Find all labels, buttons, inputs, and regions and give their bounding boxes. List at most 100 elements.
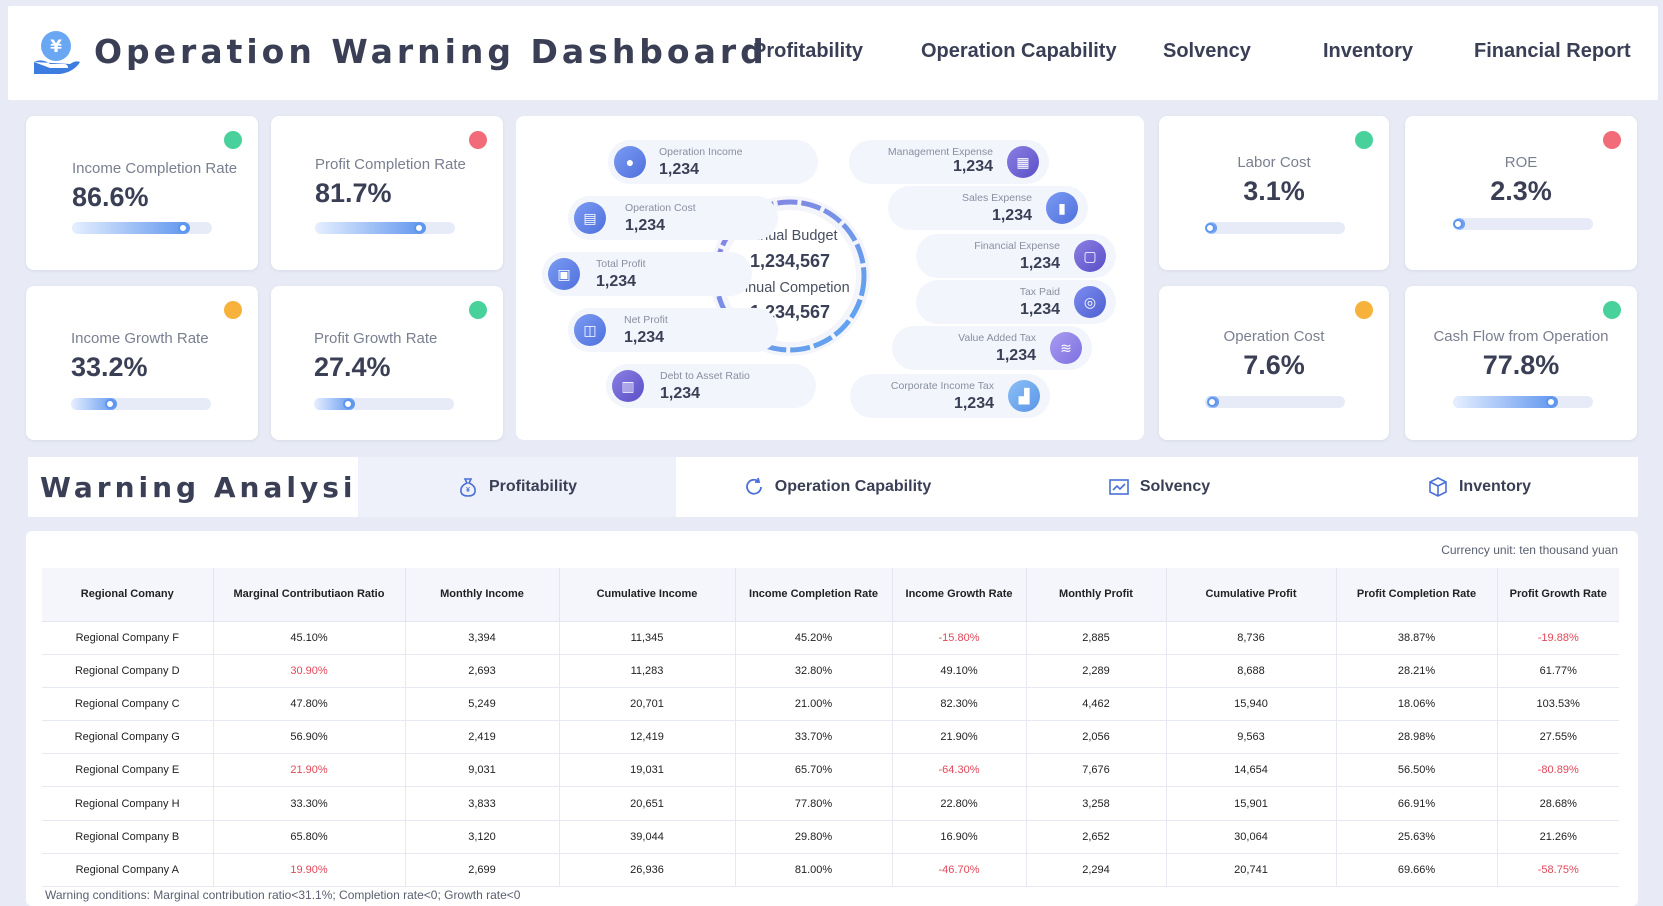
- nav-solvency[interactable]: Solvency: [1163, 40, 1251, 62]
- table-cell: -58.75%: [1497, 853, 1619, 888]
- metric-value: 1,234: [596, 273, 637, 290]
- table-cell: 9,031: [405, 753, 560, 788]
- table-cell: 22.80%: [892, 786, 1027, 821]
- metric-operation-income: ● Operation Income 1,234: [608, 140, 818, 184]
- table-cell: 2,289: [1026, 654, 1167, 688]
- tab-solvency[interactable]: Solvency: [1000, 457, 1318, 517]
- table-cell: -80.89%: [1497, 753, 1619, 788]
- kpi-card-profit-growth-rate: Profit Growth Rate 27.4%: [271, 286, 503, 440]
- metric-value: 1,234: [1019, 255, 1060, 272]
- nav-profitability[interactable]: Profitability: [753, 40, 864, 62]
- kpi-label: Income Completion Rate: [72, 160, 238, 177]
- yuan-hand-logo-icon: ¥: [30, 28, 82, 78]
- column-header: Monthly Income: [405, 568, 560, 622]
- table-cell: 20,741: [1166, 853, 1337, 888]
- kpi-value: 2.3%: [1490, 176, 1552, 206]
- table-cell: 8,688: [1166, 654, 1337, 688]
- column-header: Monthly Profit: [1026, 568, 1167, 622]
- metric-value: 1,234: [991, 207, 1032, 224]
- table-cell: 8,736: [1166, 621, 1337, 655]
- column-header: Income Growth Rate: [892, 568, 1027, 622]
- metric-value: 1,234: [660, 385, 701, 402]
- warning-analysis-bar: Warning Analysis ¥ Profitability Operati…: [28, 457, 1638, 517]
- status-dot: [469, 131, 487, 149]
- table-cell: 21.26%: [1497, 820, 1619, 854]
- metric-label: Sales Expense: [961, 192, 1032, 204]
- column-header: Income Completion Rate: [735, 568, 893, 622]
- tab-operation-capability[interactable]: Operation Capability: [678, 457, 996, 517]
- table-cell: 20,701: [559, 687, 736, 722]
- table-cell: 30.90%: [213, 654, 406, 688]
- table-row: Regional Company A 19.90% 2,699 26,936 81.00…: [42, 853, 1619, 888]
- metric-label: Operation Income: [659, 146, 743, 158]
- page-title: Operation Warning Dashboard: [94, 32, 768, 71]
- metric-net-profit: ◫ Net Profit 1,234: [568, 308, 778, 352]
- progress-fill: [315, 222, 426, 234]
- metric-label: Corporate Income Tax: [890, 380, 994, 392]
- nav-operation-capability[interactable]: Operation Capability: [921, 40, 1117, 62]
- table-cell: 2,699: [405, 853, 560, 888]
- building-icon: ▟: [1008, 380, 1040, 412]
- kpi-label: Operation Cost: [1223, 328, 1325, 345]
- tax-icon: ◎: [1074, 286, 1106, 318]
- tab-label: Solvency: [1139, 478, 1211, 495]
- warning-conditions-note: Warning conditions: Marginal contributio…: [45, 888, 521, 902]
- table-row: Regional Company B 65.80% 3,120 39,044 29.80…: [42, 820, 1619, 854]
- table-header-row: Regional Comany Marginal Contributiaon Ra…: [42, 568, 1619, 622]
- metric-value: 1,234: [625, 217, 666, 234]
- table-cell: 29.80%: [735, 820, 893, 854]
- table-cell: 47.80%: [213, 687, 406, 722]
- table-cell: 19,031: [559, 753, 736, 788]
- tab-label: Profitability: [488, 478, 577, 495]
- table-cell: 11,345: [559, 621, 736, 655]
- progress-knob: [1453, 219, 1463, 229]
- table-cell: Regional Company F: [42, 621, 214, 655]
- table-cell: 82.30%: [892, 687, 1027, 722]
- column-header: Cumulative Profit: [1166, 568, 1337, 622]
- tab-inventory[interactable]: Inventory: [1320, 457, 1638, 517]
- progress-knob: [105, 399, 116, 409]
- column-header: Profit Growth Rate: [1497, 568, 1619, 622]
- kpi-value: 7.6%: [1243, 350, 1305, 380]
- table-cell: 2,419: [405, 720, 560, 755]
- coins-icon: ≋: [1050, 332, 1082, 364]
- progress-bar: [72, 222, 212, 234]
- safe-icon: ▢: [1074, 240, 1106, 272]
- table-cell: 7,676: [1026, 753, 1167, 788]
- table-cell: 2,294: [1026, 853, 1167, 888]
- table-cell: 5,249: [405, 687, 560, 722]
- nav-inventory[interactable]: Inventory: [1323, 40, 1414, 62]
- tab-profitability[interactable]: ¥ Profitability: [358, 457, 676, 517]
- table-cell: 30,064: [1166, 820, 1337, 854]
- table-cell: 14,654: [1166, 753, 1337, 788]
- metric-label: Financial Expense: [974, 240, 1060, 252]
- progress-bar: [1453, 396, 1593, 408]
- table-cell: 32.80%: [735, 654, 893, 688]
- metric-value: 1,234: [952, 158, 993, 175]
- document-icon: ▤: [574, 202, 606, 234]
- metric-value: 1,234: [659, 161, 700, 178]
- table-cell: 2,056: [1026, 720, 1167, 755]
- status-dot: [224, 301, 242, 319]
- table-cell: 38.87%: [1336, 621, 1498, 655]
- nav-financial-report[interactable]: Financial Report: [1474, 40, 1631, 62]
- progress-fill: [1453, 396, 1558, 408]
- kpi-label: ROE: [1504, 154, 1538, 171]
- kpi-label: Labor Cost: [1237, 154, 1311, 171]
- table-cell: -46.70%: [892, 853, 1027, 888]
- table-cell: 19.90%: [213, 853, 406, 888]
- kpi-value: 27.4%: [314, 352, 391, 382]
- table-cell: 16.90%: [892, 820, 1027, 854]
- table-cell: 2,693: [405, 654, 560, 688]
- table-cell: Regional Company E: [42, 753, 214, 788]
- table-cell: 66.91%: [1336, 786, 1498, 821]
- svg-text:¥: ¥: [50, 37, 62, 57]
- metric-label: Management Expense: [887, 146, 993, 158]
- table-cell: 77.80%: [735, 786, 893, 821]
- table-cell: 20,651: [559, 786, 736, 821]
- table-cell: -64.30%: [892, 753, 1027, 788]
- table-cell: Regional Company D: [42, 654, 214, 688]
- metric-value: 1,234: [624, 329, 665, 346]
- column-header: Profit Completion Rate: [1336, 568, 1498, 622]
- status-dot: [1355, 301, 1373, 319]
